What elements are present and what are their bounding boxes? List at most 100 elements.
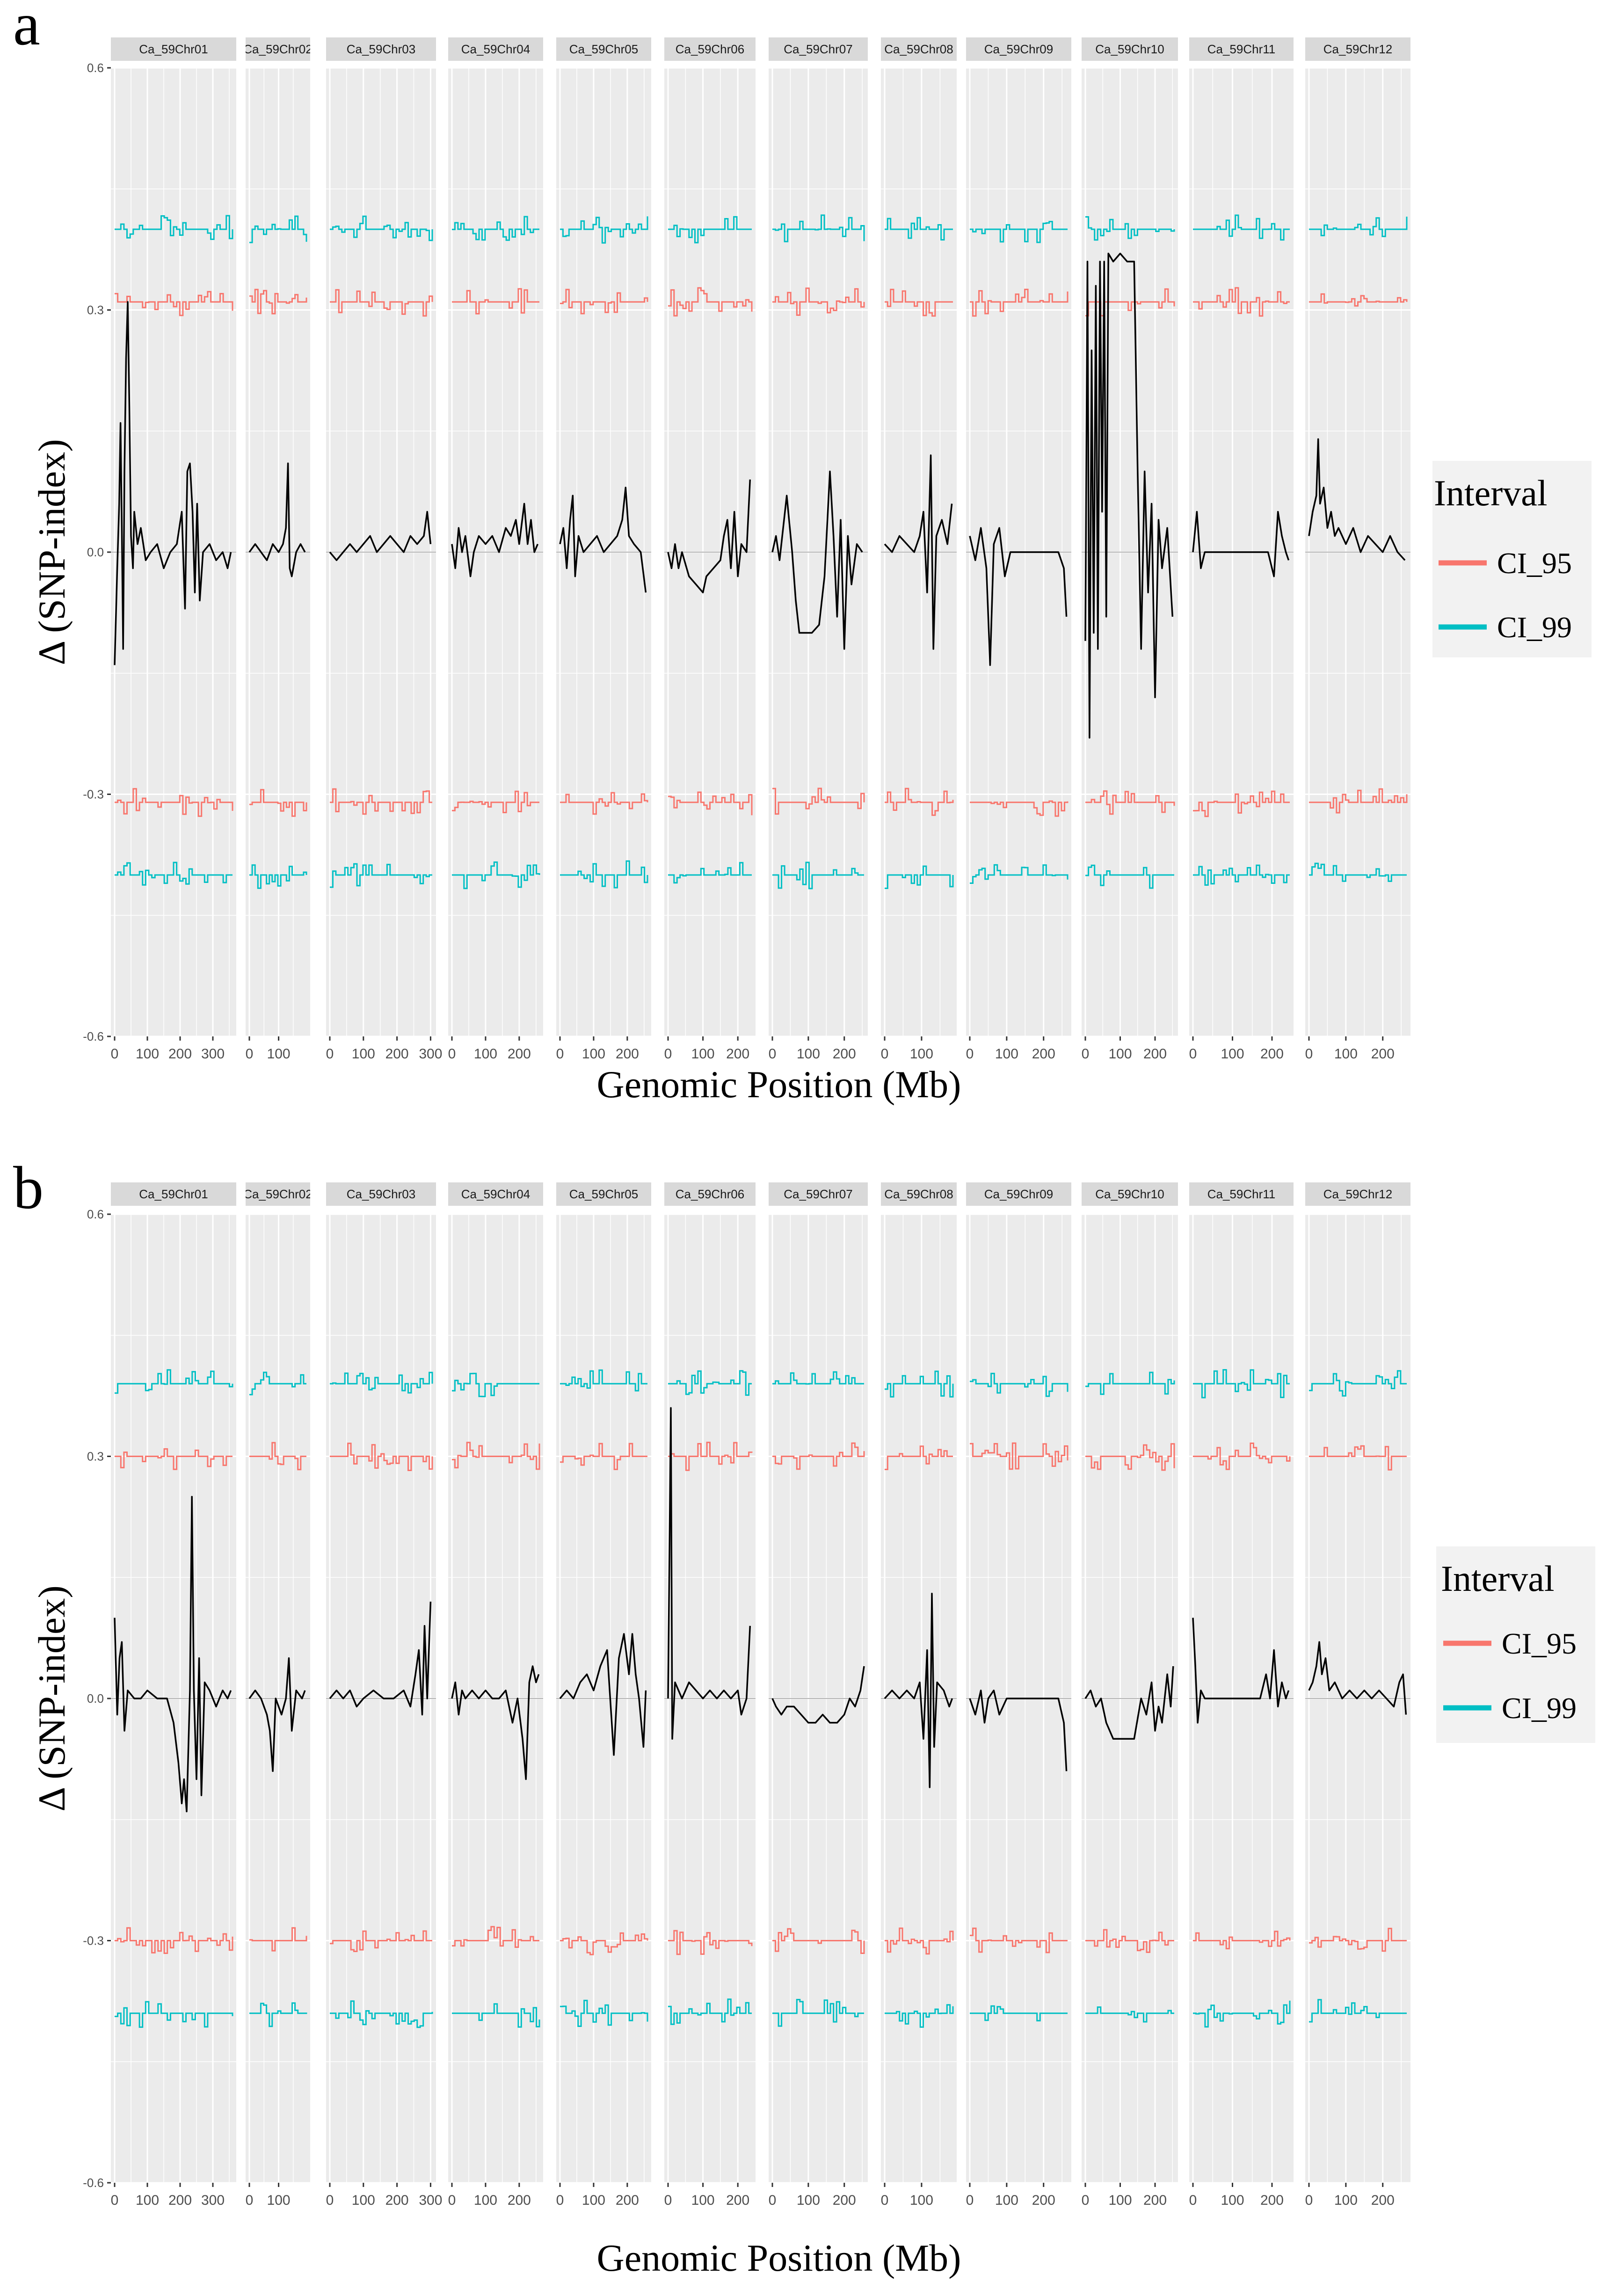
x-tick-label: 200 <box>726 2193 749 2208</box>
ci95-lower-line <box>1085 1929 1174 1953</box>
ci95-lower-line <box>970 800 1069 817</box>
x-tick-label: 0 <box>1305 1046 1313 1062</box>
delta-snp-index-line <box>248 462 306 577</box>
facet-strip-label: Ca_59Chr12 <box>1323 42 1392 56</box>
y-tick-label: -0.6 <box>83 1029 104 1043</box>
facet-Ca_59Chr05: Ca_59Chr05 0 100 200 <box>556 37 651 1062</box>
ci99-upper-line <box>668 216 752 244</box>
delta-snp-index-line <box>329 1601 432 1716</box>
delta-snp-index-line <box>884 1593 953 1788</box>
x-tick-label: 0 <box>769 1046 777 1062</box>
panel-a-x-axis-label: Genomic Position (Mb) <box>597 1063 961 1106</box>
ci99-upper-line <box>330 215 433 241</box>
x-tick-label: 100 <box>136 2193 159 2208</box>
ci95-upper-line <box>668 1442 753 1471</box>
panel-a-legend-title: Interval <box>1434 473 1548 513</box>
facet-Ca_59Chr12: Ca_59Chr12 0 100 200 <box>1305 37 1410 1062</box>
y-tick-label: 0.0 <box>87 545 104 559</box>
facet-strip <box>1082 37 1178 61</box>
facet-strip <box>448 37 543 61</box>
x-tick-label: 200 <box>1371 1046 1395 1062</box>
facet-strip <box>1082 1182 1178 1206</box>
facet-strip-label: Ca_59Chr08 <box>884 1187 953 1201</box>
ci99-lower-line <box>970 864 1069 884</box>
facet-Ca_59Chr10: Ca_59Chr10 0 100 200 <box>1082 37 1178 1062</box>
ci99-lower-line <box>1309 862 1407 882</box>
x-tick-label: 100 <box>267 1046 291 1062</box>
delta-snp-index-line <box>1084 253 1174 739</box>
y-tick-label: 0.0 <box>87 1691 104 1706</box>
ci95-lower-line <box>249 1927 307 1952</box>
ci95-upper-line <box>249 289 307 314</box>
x-tick-label: 0 <box>1305 2193 1313 2208</box>
ci95-upper-line <box>772 287 865 316</box>
ci99-lower-line <box>1309 1999 1407 2023</box>
x-tick-label: 100 <box>797 2193 820 2208</box>
ci99-upper-line <box>1193 214 1290 241</box>
panel-b-y-axis-label: Δ (SNP-index) <box>30 1585 73 1811</box>
facet-strip-label: Ca_59Chr03 <box>347 42 415 56</box>
facet-strip-label: Ca_59Chr10 <box>1095 42 1164 56</box>
x-tick-label: 100 <box>267 2193 291 2208</box>
ci95-lower-line <box>1309 1928 1407 1952</box>
ci95-upper-line <box>970 289 1069 317</box>
delta-snp-index-line <box>771 470 863 650</box>
x-tick-label: 100 <box>691 1046 715 1062</box>
facet-strip-label: Ca_59Chr01 <box>139 1187 208 1201</box>
facet-Ca_59Chr02: Ca_59Chr02 0 100 <box>243 1182 312 2208</box>
facet-strip <box>966 37 1071 61</box>
ci99-lower-line <box>452 2003 540 2028</box>
x-tick-label: 200 <box>1032 2193 1055 2208</box>
facet-strip-label: Ca_59Chr01 <box>139 42 208 56</box>
ci95-lower-line <box>885 787 954 816</box>
x-tick-label: 0 <box>664 2193 672 2208</box>
delta-snp-index-line <box>559 487 647 593</box>
facet-Ca_59Chr03: Ca_59Chr03 0 100 200 300 <box>326 37 442 1062</box>
delta-snp-index-line <box>114 301 232 665</box>
ci99-lower-line <box>1193 2000 1291 2028</box>
panel-b-letter: b <box>13 1154 44 1222</box>
facet-strip <box>556 37 651 61</box>
ci99-upper-line <box>1309 217 1408 237</box>
delta-snp-index-line <box>667 479 751 594</box>
x-tick-label: 0 <box>246 2193 254 2208</box>
ci95-lower-line <box>115 788 233 817</box>
facet-strip <box>448 1182 543 1206</box>
facet-strip-label: Ca_59Chr04 <box>461 1187 530 1201</box>
ci95-lower-line <box>668 1930 753 1955</box>
ci95-lower-line <box>885 1927 954 1955</box>
facet-strip-label: Ca_59Chr06 <box>676 42 744 56</box>
facet-strip-label: Ca_59Chr11 <box>1207 1187 1276 1201</box>
ci95-lower-line <box>115 1927 233 1954</box>
facet-strip-label: Ca_59Chr02 <box>243 1187 312 1201</box>
x-tick-label: 100 <box>995 2193 1018 2208</box>
facet-strip-label: Ca_59Chr03 <box>347 1187 415 1201</box>
x-tick-label: 100 <box>474 2193 497 2208</box>
ci95-lower-line <box>249 789 307 817</box>
ci95-lower-line <box>1309 788 1408 814</box>
ci99-lower-line <box>115 861 233 886</box>
x-tick-label: 100 <box>474 1046 497 1062</box>
x-tick-label: 100 <box>1108 1046 1132 1062</box>
x-tick-label: 0 <box>326 2193 334 2208</box>
y-tick-label: 0.3 <box>87 1450 104 1464</box>
ci99-lower-line <box>668 1998 752 2025</box>
ci99-upper-line <box>885 217 953 241</box>
facet-strip <box>246 37 310 61</box>
facet-strip <box>966 1182 1071 1206</box>
ci95-upper-line <box>330 1443 433 1471</box>
x-tick-label: 100 <box>691 2193 715 2208</box>
facet-Ca_59Chr11: Ca_59Chr11 0 100 200 <box>1189 1182 1294 2208</box>
facet-strip <box>664 37 756 61</box>
x-tick-label: 100 <box>352 1046 375 1062</box>
facet-Ca_59Chr05: Ca_59Chr05 0 100 200 <box>556 1182 651 2208</box>
ci99-upper-line <box>560 1369 647 1392</box>
delta-snp-index-line <box>1084 1666 1174 1740</box>
ci95-lower-line <box>970 1927 1068 1953</box>
ci95-lower-line <box>560 1932 648 1955</box>
facet-Ca_59Chr01: Ca_59Chr01 0 100 200 300 <box>111 1182 236 2208</box>
y-tick-label: -0.3 <box>83 1934 104 1948</box>
